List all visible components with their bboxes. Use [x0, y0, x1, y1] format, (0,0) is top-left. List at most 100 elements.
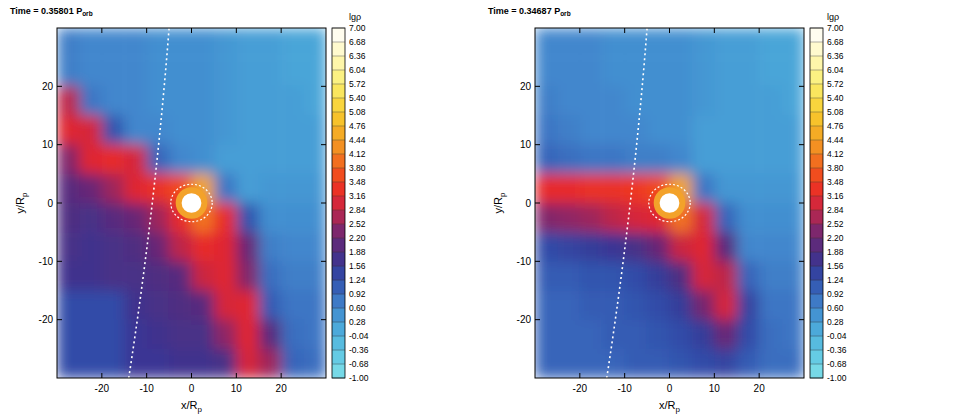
density-cell	[692, 28, 715, 58]
density-cell	[236, 291, 259, 321]
colorbar-tick-label: -1.00	[349, 373, 369, 383]
colorbar-band	[810, 168, 823, 182]
density-cell	[214, 145, 237, 175]
density-cell	[192, 57, 215, 87]
colorbar-tick-label: 4.44	[827, 135, 844, 145]
density-cell	[124, 349, 147, 378]
density-cell	[535, 57, 558, 87]
density-cell	[304, 174, 326, 204]
colorbar-band	[810, 364, 823, 378]
x-tick	[624, 373, 625, 378]
density-cell	[737, 320, 760, 350]
density-cell	[259, 57, 282, 87]
colorbar-band	[332, 224, 345, 238]
colorbar-frame	[810, 28, 823, 378]
x-tick-label: 0	[667, 383, 673, 394]
density-cell	[647, 291, 670, 321]
colorbar-tick-label: 1.56	[349, 261, 366, 271]
colorbar-tick	[332, 364, 345, 365]
planet-envelope	[176, 187, 208, 219]
density-cell	[79, 320, 102, 350]
density-cell	[147, 57, 170, 87]
colorbar-tick-label: 4.12	[827, 149, 844, 159]
density-cell	[737, 349, 760, 378]
x-tick	[579, 28, 580, 33]
colorbar-band	[810, 336, 823, 350]
colorbar-tick-label: 0.28	[349, 317, 366, 327]
density-cell	[759, 116, 782, 146]
panel-title: Time = 0.34687 Porb	[488, 6, 571, 17]
density-cell	[147, 28, 170, 58]
density-cell	[102, 174, 125, 204]
density-cell	[102, 203, 125, 233]
density-cell	[169, 232, 192, 262]
colorbar-tick-label: 5.72	[349, 79, 366, 89]
colorbar-tick	[332, 210, 345, 211]
y-tick	[535, 261, 540, 262]
density-cell	[782, 349, 804, 378]
density-cell	[714, 232, 737, 262]
density-cell	[692, 203, 715, 233]
colorbar-tick	[332, 84, 345, 85]
density-cell	[214, 28, 237, 58]
density-cell	[759, 349, 782, 378]
colorbar-tick-label: -0.04	[349, 331, 369, 341]
density-cell	[557, 174, 580, 204]
x-tick-label: 0	[189, 383, 195, 394]
colorbar-tick-label: 0.92	[349, 289, 366, 299]
density-cell	[535, 145, 558, 175]
density-cell	[535, 232, 558, 262]
density-cell	[214, 291, 237, 321]
colorbar-tick-label: 0.92	[827, 289, 844, 299]
density-cell	[692, 145, 715, 175]
density-cell	[169, 145, 192, 175]
planet	[660, 193, 680, 213]
density-cell	[236, 320, 259, 350]
colorbar-tick-label: 4.76	[349, 121, 366, 131]
colorbar-band	[810, 98, 823, 112]
density-cell	[647, 232, 670, 262]
x-tick	[191, 28, 192, 33]
density-cell	[714, 349, 737, 378]
x-tick-label: -20	[573, 383, 588, 394]
density-cell	[281, 174, 304, 204]
density-cell	[670, 291, 693, 321]
density-cell	[647, 349, 670, 378]
density-cell	[535, 349, 558, 378]
density-cell	[759, 261, 782, 291]
density-field	[57, 28, 326, 378]
colorbar-band	[810, 154, 823, 168]
colorbar-tick	[810, 126, 823, 127]
colorbar-band	[810, 126, 823, 140]
density-cell	[714, 57, 737, 87]
colorbar-band	[332, 112, 345, 126]
density-cell	[782, 174, 804, 204]
plot-area	[57, 28, 326, 378]
density-cell	[782, 203, 804, 233]
density-cell	[580, 349, 603, 378]
density-cell	[557, 261, 580, 291]
density-cell	[557, 291, 580, 321]
colorbar-tick-label: -0.68	[349, 359, 369, 369]
density-cell	[782, 232, 804, 262]
density-cell	[304, 232, 326, 262]
y-tick	[535, 86, 540, 87]
density-cell	[169, 28, 192, 58]
density-cell	[192, 145, 215, 175]
density-cell	[759, 86, 782, 116]
colorbar-tick-label: 7.00	[349, 23, 366, 33]
colorbar-band	[810, 322, 823, 336]
colorbar-tick-label: 0.28	[827, 317, 844, 327]
density-cell	[259, 320, 282, 350]
x-tick-label: 10	[709, 383, 721, 394]
colorbar-tick-label: 1.24	[827, 275, 844, 285]
colorbar-tick	[810, 238, 823, 239]
colorbar-band	[332, 154, 345, 168]
density-cell	[602, 261, 625, 291]
density-cell	[214, 320, 237, 350]
y-tick	[321, 86, 326, 87]
density-cell	[281, 28, 304, 58]
density-cell	[625, 261, 648, 291]
density-cell	[259, 86, 282, 116]
density-cell	[602, 203, 625, 233]
